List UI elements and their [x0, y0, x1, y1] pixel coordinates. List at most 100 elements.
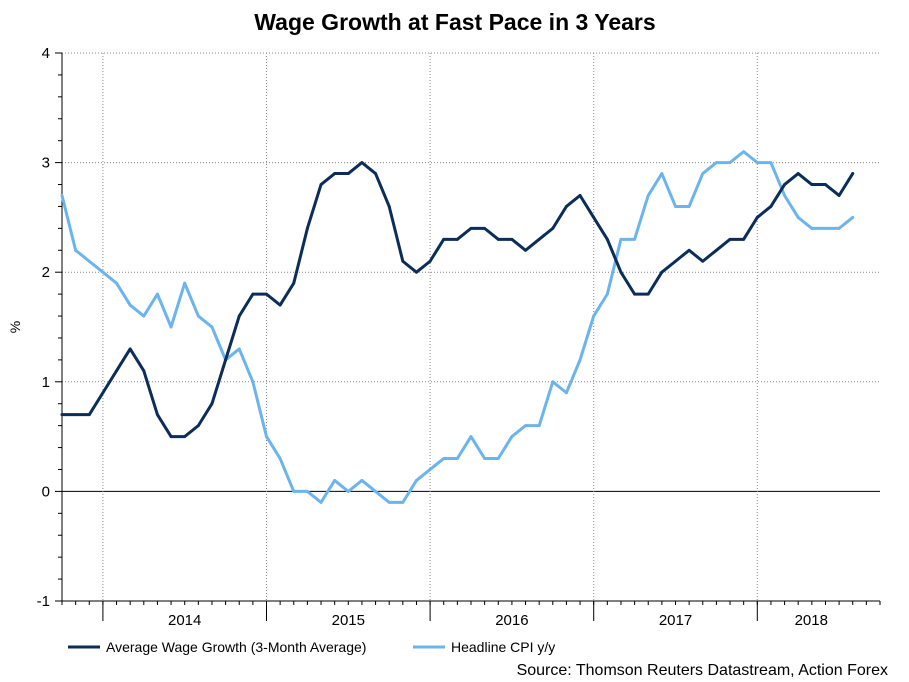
data-point	[292, 281, 296, 285]
data-point	[851, 216, 855, 219]
data-point	[810, 226, 814, 230]
data-point	[714, 248, 718, 252]
data-point	[156, 292, 159, 296]
data-point	[74, 248, 78, 252]
data-point	[278, 303, 282, 307]
data-point	[415, 479, 418, 482]
data-point	[510, 237, 514, 241]
data-point	[496, 237, 500, 241]
data-point	[551, 226, 555, 230]
data-point	[524, 424, 527, 428]
data-point	[674, 259, 677, 263]
data-point	[87, 413, 91, 417]
data-point	[374, 490, 377, 493]
data-point	[387, 500, 391, 504]
legend-label-headline-cpi: Headline CPI y/y	[451, 639, 555, 655]
data-point	[128, 303, 132, 307]
data-point	[565, 391, 568, 395]
data-point	[483, 226, 487, 230]
y-axis-label: %	[7, 321, 23, 333]
data-point	[455, 457, 459, 460]
data-point	[60, 194, 64, 197]
data-point	[101, 391, 105, 395]
data-point	[605, 292, 609, 296]
data-point	[524, 248, 527, 252]
x-tick-label: 2018	[795, 612, 828, 629]
y-tick-label: 1	[42, 374, 50, 391]
y-tick-label: 3	[42, 155, 50, 172]
data-point	[142, 314, 146, 318]
data-point	[701, 172, 705, 175]
data-point	[224, 358, 227, 362]
data-point	[551, 380, 555, 384]
data-point	[169, 435, 173, 438]
legend: Average Wage Growth (3-Month Average) He…	[68, 639, 555, 655]
data-point	[687, 248, 691, 252]
data-point	[428, 468, 432, 471]
data-point	[824, 183, 827, 186]
data-point	[305, 226, 309, 230]
x-tick-label: 2017	[659, 612, 692, 629]
series-group	[60, 150, 855, 504]
data-point	[60, 413, 64, 417]
data-point	[128, 347, 132, 351]
data-point	[728, 237, 732, 241]
data-point	[251, 380, 255, 384]
data-point	[210, 325, 214, 329]
source-note: Source: Thomson Reuters Datastream, Acti…	[517, 662, 888, 679]
data-point	[87, 259, 91, 263]
data-point	[796, 216, 800, 219]
data-point	[537, 237, 541, 241]
data-point	[496, 457, 500, 460]
data-point	[824, 226, 827, 230]
data-point	[292, 490, 296, 493]
data-point	[360, 161, 364, 165]
data-point	[469, 435, 473, 438]
data-point	[578, 358, 582, 362]
data-point	[333, 172, 337, 175]
series-group	[60, 161, 855, 439]
data-point	[742, 150, 746, 154]
data-point	[660, 270, 664, 274]
data-point	[837, 194, 841, 197]
data-point	[265, 435, 268, 438]
data-point	[183, 281, 187, 285]
data-point	[442, 457, 446, 460]
data-point	[755, 161, 759, 165]
y-tick-label: 0	[42, 483, 50, 500]
data-point	[796, 172, 800, 175]
data-point	[837, 226, 841, 230]
data-point	[783, 183, 786, 186]
data-point	[237, 347, 241, 351]
data-point	[183, 435, 187, 438]
axis-ticks: -1 0 1 2 3 4 2014 2015 2016 2017 2018	[37, 45, 881, 629]
data-point	[265, 292, 268, 296]
data-point	[769, 205, 773, 208]
data-point	[687, 205, 691, 208]
data-point	[592, 314, 596, 318]
data-point	[605, 237, 609, 241]
data-point	[783, 194, 786, 197]
data-point	[156, 413, 159, 417]
data-point	[142, 369, 146, 373]
data-point	[278, 457, 282, 460]
data-point	[592, 216, 596, 219]
x-tick-label: 2015	[332, 612, 365, 629]
data-point	[646, 194, 650, 197]
data-point	[319, 183, 323, 186]
data-point	[401, 500, 405, 504]
data-point	[728, 161, 732, 165]
data-point	[619, 270, 623, 274]
data-point	[346, 490, 350, 493]
data-point	[578, 194, 582, 197]
data-point	[115, 369, 118, 373]
y-tick-label: -1	[37, 593, 50, 610]
data-point	[305, 490, 309, 493]
data-point	[660, 172, 664, 175]
data-point	[755, 216, 759, 219]
data-point	[401, 259, 405, 263]
legend-label-wage-growth: Average Wage Growth (3-Month Average)	[106, 639, 366, 655]
data-point	[714, 161, 718, 165]
data-point	[455, 237, 459, 241]
x-tick-label: 2016	[495, 612, 528, 629]
